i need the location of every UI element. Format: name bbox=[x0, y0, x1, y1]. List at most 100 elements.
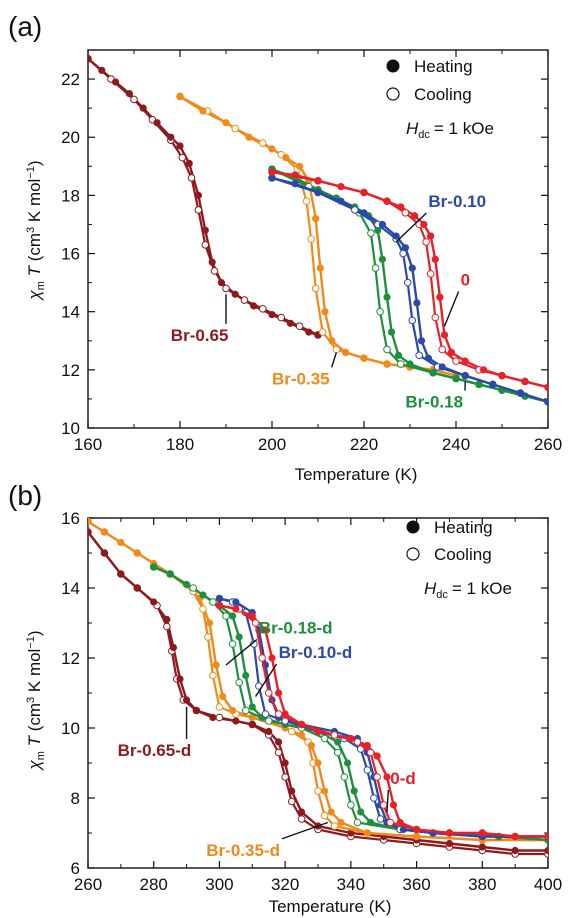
heating-point bbox=[166, 570, 174, 578]
heating-point bbox=[215, 601, 224, 610]
heating-point bbox=[176, 675, 184, 683]
heating-point bbox=[314, 177, 322, 185]
series-layer bbox=[88, 54, 548, 406]
heating-point bbox=[321, 308, 329, 316]
heating-point bbox=[268, 311, 276, 319]
panel-b-legend: Heating Cooling Hdc = 1 kOe bbox=[406, 518, 512, 601]
heating-point bbox=[383, 293, 391, 301]
y-tick-label: 18 bbox=[61, 186, 80, 205]
panel-b-plot-area: 260 280 300 320 340 360 380 400 6 8 10 12 14 16 0-d Br-… bbox=[61, 509, 562, 894]
heating-point bbox=[521, 377, 529, 386]
y-tick-label: 8 bbox=[71, 789, 80, 808]
heating-point bbox=[406, 360, 414, 368]
heating-point bbox=[219, 692, 227, 701]
heating-point bbox=[478, 843, 486, 851]
cooling-point bbox=[403, 278, 412, 287]
heating-point bbox=[199, 107, 207, 115]
plot-frame bbox=[87, 517, 549, 869]
series-label: Br-0.18 bbox=[405, 393, 463, 412]
cooling-point bbox=[287, 727, 296, 736]
heating-point bbox=[133, 549, 141, 557]
cooling-point bbox=[297, 815, 306, 823]
heating-point bbox=[182, 580, 191, 589]
cooling-point bbox=[408, 316, 417, 325]
heating-point bbox=[394, 351, 403, 359]
series-label: 0 bbox=[461, 271, 470, 290]
cooling-point bbox=[370, 794, 378, 802]
heating-point bbox=[261, 626, 270, 634]
panel-b-x-axis-title: Temperature (K) bbox=[269, 897, 392, 916]
panel-b-label: (b) bbox=[8, 480, 42, 511]
cooling-point bbox=[307, 235, 315, 243]
y-tick-label: 10 bbox=[61, 719, 80, 738]
heating-point bbox=[399, 825, 408, 834]
cooling-point bbox=[366, 748, 375, 757]
cooling-point bbox=[189, 584, 197, 592]
heating-point bbox=[112, 78, 120, 86]
cooling-point bbox=[281, 773, 289, 781]
y-tick-label: 20 bbox=[61, 128, 80, 147]
cooling-point bbox=[333, 748, 342, 757]
x-tick-label: 360 bbox=[402, 875, 430, 894]
cooling-point bbox=[332, 345, 341, 354]
legend-cooling-label: Cooling bbox=[414, 85, 472, 104]
heating-point bbox=[480, 366, 488, 374]
heating-point bbox=[192, 706, 201, 715]
heating-point bbox=[328, 337, 336, 345]
cooling-point bbox=[353, 738, 362, 746]
x-tick-label: 320 bbox=[271, 875, 299, 894]
cooling-point bbox=[415, 351, 424, 360]
heating-point bbox=[117, 570, 125, 578]
series-label: Br-0.35 bbox=[272, 369, 330, 388]
series-label: Br-0.10-d bbox=[279, 643, 353, 662]
cooling-point bbox=[259, 304, 267, 313]
legend-heating-label: Heating bbox=[414, 57, 473, 76]
x-tick-label: 220 bbox=[350, 435, 378, 454]
heating-point bbox=[153, 119, 161, 127]
heating-point bbox=[194, 191, 202, 199]
panel-a-x-axis-title: Temperature (K) bbox=[295, 465, 418, 484]
heating-point bbox=[544, 398, 548, 406]
x-tick-label: 260 bbox=[74, 875, 102, 894]
cooling-point bbox=[209, 598, 217, 606]
x-tick-label: 160 bbox=[74, 435, 102, 454]
cooling-point bbox=[261, 710, 270, 718]
heating-point bbox=[363, 829, 371, 837]
cooling-point bbox=[371, 264, 380, 272]
heating-point bbox=[544, 846, 548, 855]
heating-point bbox=[274, 738, 283, 746]
heating-point bbox=[232, 598, 240, 606]
cooling-point bbox=[274, 748, 283, 757]
y-tick-label: 22 bbox=[61, 70, 80, 89]
cooling-point bbox=[340, 773, 349, 781]
cooling-point bbox=[320, 734, 329, 743]
heating-point bbox=[417, 337, 426, 345]
x-tick-label: 180 bbox=[166, 435, 194, 454]
cooling-point bbox=[240, 296, 249, 304]
cooling-point bbox=[235, 678, 243, 687]
cooling-point bbox=[318, 328, 327, 336]
heating-point bbox=[248, 713, 256, 722]
heating-point bbox=[337, 197, 345, 205]
heating-point bbox=[347, 734, 355, 743]
heating-point bbox=[383, 360, 391, 368]
panel-a: (a) 160 180 200 220 240 260101214161820220Br-… bbox=[8, 11, 562, 484]
panel-a-y-axis-title: χm T (cm3 K mol−1) bbox=[25, 160, 47, 301]
cooling-point bbox=[251, 619, 260, 627]
heating-point bbox=[401, 244, 409, 252]
heating-point bbox=[360, 188, 368, 197]
heating-point bbox=[411, 212, 419, 220]
heating-point bbox=[228, 706, 237, 715]
heating-point bbox=[232, 605, 240, 613]
heating-curve bbox=[153, 565, 548, 842]
heating-point bbox=[176, 142, 184, 150]
cooling-point bbox=[379, 801, 388, 809]
heating-point bbox=[350, 787, 358, 795]
cooling-point bbox=[438, 345, 447, 354]
cooling-point bbox=[302, 197, 311, 205]
panel-a-plot-area: 160 180 200 220 240 260101214161820220Br-0.10… bbox=[61, 49, 562, 454]
panel-a-label: (a) bbox=[8, 11, 42, 42]
heating-point bbox=[88, 528, 92, 536]
legend-heating-label: Heating bbox=[434, 518, 493, 537]
